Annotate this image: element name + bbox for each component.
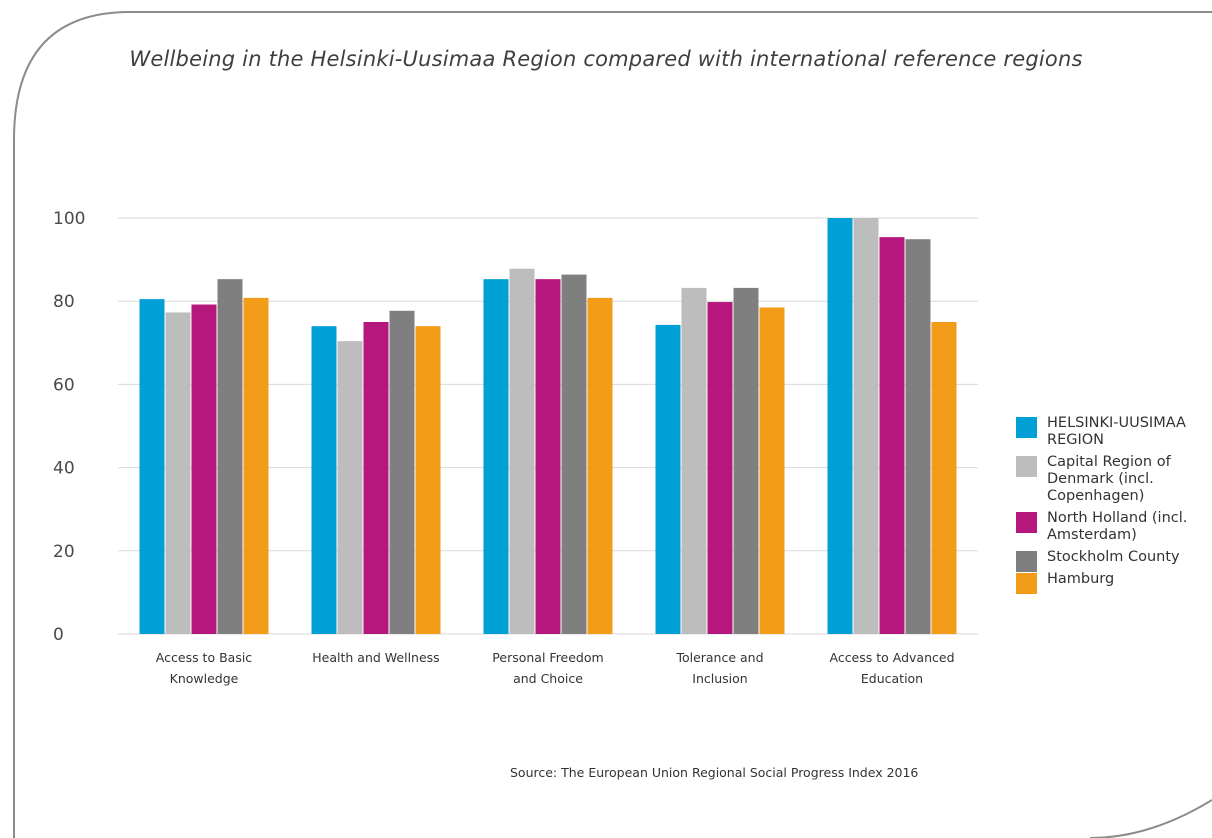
legend-item: HELSINKI-UUSIMAA REGION xyxy=(1016,415,1212,449)
legend-label: HELSINKI-UUSIMAA xyxy=(1047,415,1186,431)
bar xyxy=(509,268,535,634)
bar xyxy=(759,307,785,634)
bar xyxy=(733,287,759,634)
y-tick-label: 100 xyxy=(53,209,85,229)
bar xyxy=(217,279,243,634)
bar xyxy=(363,322,389,634)
x-tick-label: Health and Wellness xyxy=(312,650,439,665)
x-tick-label: Personal Freedom xyxy=(492,650,603,665)
x-tick-label: Access to Basic xyxy=(156,650,253,665)
legend-label: Stockholm County xyxy=(1047,549,1180,565)
legend-label: Amsterdam) xyxy=(1047,527,1137,543)
y-tick-label: 20 xyxy=(53,542,75,562)
legend-label: North Holland (incl. xyxy=(1047,510,1188,526)
y-tick-label: 60 xyxy=(53,375,75,395)
legend-item: Capital Region of Denmark (incl. Copenhage… xyxy=(1016,454,1212,505)
bar xyxy=(681,287,707,634)
y-tick-label: 40 xyxy=(53,459,75,479)
bar xyxy=(165,312,191,634)
x-tick-label: Inclusion xyxy=(692,671,747,686)
legend-swatch xyxy=(1016,456,1037,477)
bar xyxy=(311,326,337,634)
legend-label: Copenhagen) xyxy=(1047,488,1145,504)
bar xyxy=(853,218,879,634)
y-tick-label: 0 xyxy=(53,625,64,645)
legend-item: Stockholm County xyxy=(1016,549,1212,572)
bar xyxy=(191,304,217,634)
x-tick-label: Knowledge xyxy=(170,671,239,686)
legend-swatch xyxy=(1016,512,1037,533)
legend-label: Denmark (incl. xyxy=(1047,471,1154,487)
legend-item: Hamburg xyxy=(1016,571,1212,594)
source-note: Source: The European Union Regional Soci… xyxy=(510,765,919,780)
bar xyxy=(415,326,441,634)
bar xyxy=(389,310,415,634)
legend-swatch xyxy=(1016,417,1037,438)
chart-legend: HELSINKI-UUSIMAA REGION Capital Region of D… xyxy=(1016,415,1212,594)
bar xyxy=(827,218,853,634)
bar xyxy=(905,239,931,634)
bar xyxy=(535,279,561,634)
bar xyxy=(879,237,905,635)
bar xyxy=(139,299,165,634)
y-tick-label: 80 xyxy=(53,292,75,312)
bar xyxy=(655,324,681,634)
x-tick-label: and Choice xyxy=(513,671,583,686)
bar xyxy=(931,322,957,634)
legend-label: REGION xyxy=(1047,432,1105,448)
legend-swatch xyxy=(1016,573,1037,594)
legend-label: Hamburg xyxy=(1047,571,1115,587)
x-tick-label: Access to Advanced xyxy=(829,650,954,665)
chart-title: Wellbeing in the Helsinki-Uusimaa Region… xyxy=(129,47,1083,71)
bar xyxy=(587,297,613,634)
x-tick-label: Tolerance and xyxy=(675,650,763,665)
bar xyxy=(483,279,509,634)
legend-label: Capital Region of xyxy=(1047,454,1171,470)
legend-item: North Holland (incl. Amsterdam) xyxy=(1016,510,1212,544)
x-tick-label: Education xyxy=(861,671,923,686)
bar xyxy=(561,274,587,634)
bar xyxy=(337,341,363,634)
bar xyxy=(707,302,733,634)
bar xyxy=(243,297,269,634)
legend-swatch xyxy=(1016,551,1037,572)
